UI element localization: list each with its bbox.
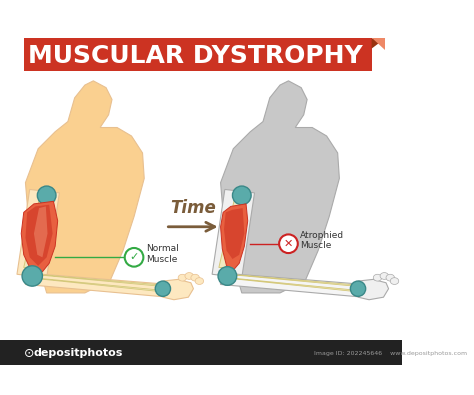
- Ellipse shape: [380, 273, 389, 279]
- Text: Image ID: 202245646    www.depositphotos.com: Image ID: 202245646 www.depositphotos.co…: [314, 351, 467, 356]
- Polygon shape: [231, 278, 358, 291]
- Polygon shape: [17, 190, 59, 278]
- Text: ✓: ✓: [129, 252, 139, 262]
- Text: Atrophied
Muscle: Atrophied Muscle: [301, 231, 345, 250]
- Polygon shape: [219, 193, 246, 267]
- Polygon shape: [26, 81, 144, 293]
- Ellipse shape: [390, 278, 399, 284]
- Polygon shape: [41, 275, 165, 286]
- Polygon shape: [21, 201, 58, 272]
- Polygon shape: [224, 208, 244, 259]
- Text: ✕: ✕: [284, 239, 293, 249]
- Polygon shape: [220, 81, 339, 293]
- Polygon shape: [24, 193, 51, 267]
- Text: Time: Time: [170, 199, 216, 216]
- Ellipse shape: [386, 274, 394, 281]
- Ellipse shape: [185, 273, 193, 279]
- Circle shape: [279, 234, 298, 253]
- Polygon shape: [24, 271, 170, 297]
- Bar: [24, 38, 372, 71]
- Ellipse shape: [195, 278, 204, 284]
- Polygon shape: [358, 279, 389, 300]
- Circle shape: [218, 267, 237, 285]
- Polygon shape: [372, 38, 385, 50]
- Ellipse shape: [178, 274, 187, 281]
- Circle shape: [125, 248, 143, 267]
- Polygon shape: [163, 279, 193, 300]
- Polygon shape: [212, 190, 255, 278]
- Polygon shape: [236, 275, 361, 286]
- Circle shape: [155, 281, 171, 296]
- Polygon shape: [372, 38, 385, 49]
- Ellipse shape: [374, 274, 382, 281]
- Ellipse shape: [191, 274, 200, 281]
- Polygon shape: [26, 205, 53, 266]
- Polygon shape: [34, 207, 47, 257]
- Text: ⊙: ⊙: [24, 347, 34, 360]
- Text: MUSCULAR DYSTROPHY: MUSCULAR DYSTROPHY: [28, 44, 363, 68]
- Polygon shape: [220, 204, 248, 269]
- Polygon shape: [36, 278, 163, 291]
- Text: Normal
Muscle: Normal Muscle: [146, 244, 179, 263]
- Circle shape: [37, 186, 56, 205]
- Circle shape: [350, 281, 365, 296]
- Circle shape: [22, 266, 42, 286]
- Polygon shape: [219, 271, 365, 297]
- Bar: [0, 340, 402, 365]
- Circle shape: [232, 186, 251, 205]
- Text: depositphotos: depositphotos: [34, 348, 123, 358]
